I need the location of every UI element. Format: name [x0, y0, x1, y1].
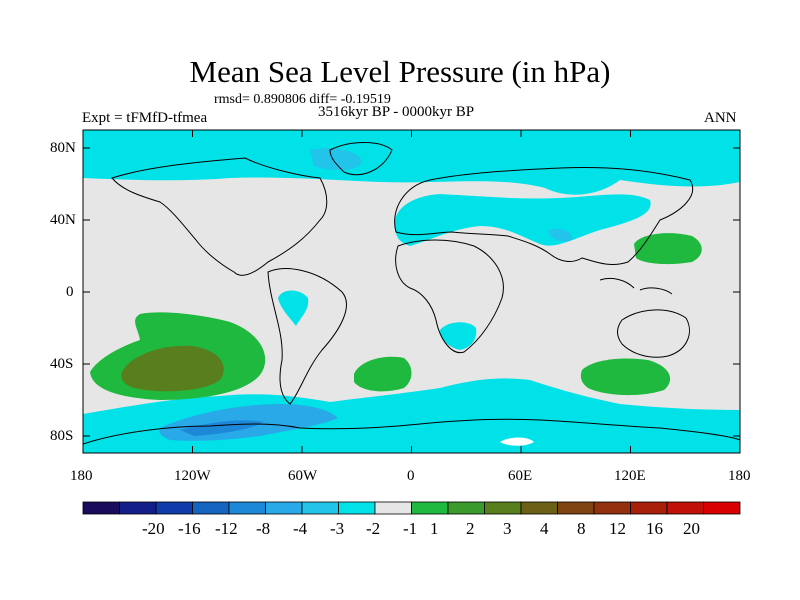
lat-label-40s: 40S — [50, 356, 74, 372]
lon-label-0: 0 — [407, 468, 415, 484]
lon-label-120w: 120W — [174, 468, 211, 484]
colorbar-label: -16 — [178, 519, 201, 538]
colorbar-swatch — [119, 501, 157, 515]
anomaly-south-atlantic — [354, 356, 412, 392]
colorbar-label: 16 — [646, 519, 663, 538]
coast-greenland — [329, 142, 393, 176]
colorbar-label: 3 — [503, 519, 512, 538]
colorbar-swatch — [630, 501, 668, 515]
anomaly-north-pacific — [634, 233, 702, 265]
colorbar-swatch — [484, 501, 522, 515]
coastlines — [83, 142, 740, 445]
colorbar-swatch — [703, 501, 741, 515]
colorbar-label: -12 — [215, 519, 238, 538]
lat-label-80n: 80N — [50, 140, 76, 156]
lon-label-180w: 180 — [70, 468, 93, 484]
colorbar-swatch — [447, 501, 485, 515]
colorbar-swatch — [593, 501, 631, 515]
coast-north-america — [111, 157, 328, 276]
colorbar-swatch — [520, 501, 558, 515]
coast-indonesia — [599, 277, 673, 295]
anomaly-tibet-core — [548, 228, 573, 242]
coast-south-america — [267, 268, 347, 405]
coast-australia — [617, 309, 690, 358]
colorbar-label: 2 — [466, 519, 475, 538]
lat-label-0: 0 — [66, 284, 74, 300]
coast-africa — [395, 239, 504, 354]
coast-antarctica — [83, 418, 740, 445]
lon-label-120e: 120E — [614, 468, 646, 484]
lat-label-80s: 80S — [50, 428, 74, 444]
anomaly-south-america — [278, 290, 309, 326]
colorbar-swatch — [301, 501, 339, 515]
anomaly-indian-ocean — [580, 358, 671, 396]
colorbar-label: -8 — [256, 519, 271, 538]
anomaly-arctic — [83, 130, 740, 195]
colorbar-label: -4 — [293, 519, 308, 538]
anomaly-arctic-core — [310, 148, 362, 171]
colorbar-swatch — [557, 501, 595, 515]
lon-label-60w: 60W — [288, 468, 318, 484]
lon-label-180e: 180 — [728, 468, 751, 484]
colorbar-label: 4 — [540, 519, 549, 538]
anomaly-southern-africa — [440, 322, 477, 350]
colorbar-swatch — [228, 501, 266, 515]
colorbar-label: 20 — [683, 519, 700, 538]
stats-label: rmsd= 0.890806 diff= -0.19519 — [214, 92, 391, 107]
axis-ticks — [82, 130, 741, 453]
colorbar-swatch — [374, 501, 412, 515]
anomaly-south-pacific-core — [121, 345, 224, 392]
coast-eurasia — [394, 167, 694, 265]
colorbar-swatch — [265, 501, 303, 515]
period-label: 3516kyr BP - 0000kyr BP — [318, 104, 475, 120]
colorbar-label: 12 — [609, 519, 626, 538]
colorbar-swatch — [411, 501, 449, 515]
experiment-label: Expt = tFMfD-tfmea — [82, 110, 208, 126]
colorbar-label: 1 — [430, 519, 439, 538]
colorbar — [82, 501, 741, 515]
colorbar-label: -1 — [403, 519, 418, 538]
colorbar-label: -2 — [366, 519, 381, 538]
colorbar-label: -20 — [142, 519, 165, 538]
colorbar-label: -3 — [330, 519, 345, 538]
colorbar-label: 8 — [577, 519, 586, 538]
colorbar-swatch — [666, 501, 704, 515]
season-label: ANN — [704, 110, 737, 126]
plot-title: Mean Sea Level Pressure (in hPa) — [189, 54, 611, 89]
colorbar-swatch — [155, 501, 193, 515]
colorbar-swatch — [192, 501, 230, 515]
anomaly-eurasia — [394, 194, 651, 246]
lat-label-40n: 40N — [50, 212, 76, 228]
colorbar-swatch — [338, 501, 376, 515]
neutral-patch — [500, 437, 534, 446]
lon-label-60e: 60E — [508, 468, 533, 484]
colorbar-swatch — [82, 501, 120, 515]
